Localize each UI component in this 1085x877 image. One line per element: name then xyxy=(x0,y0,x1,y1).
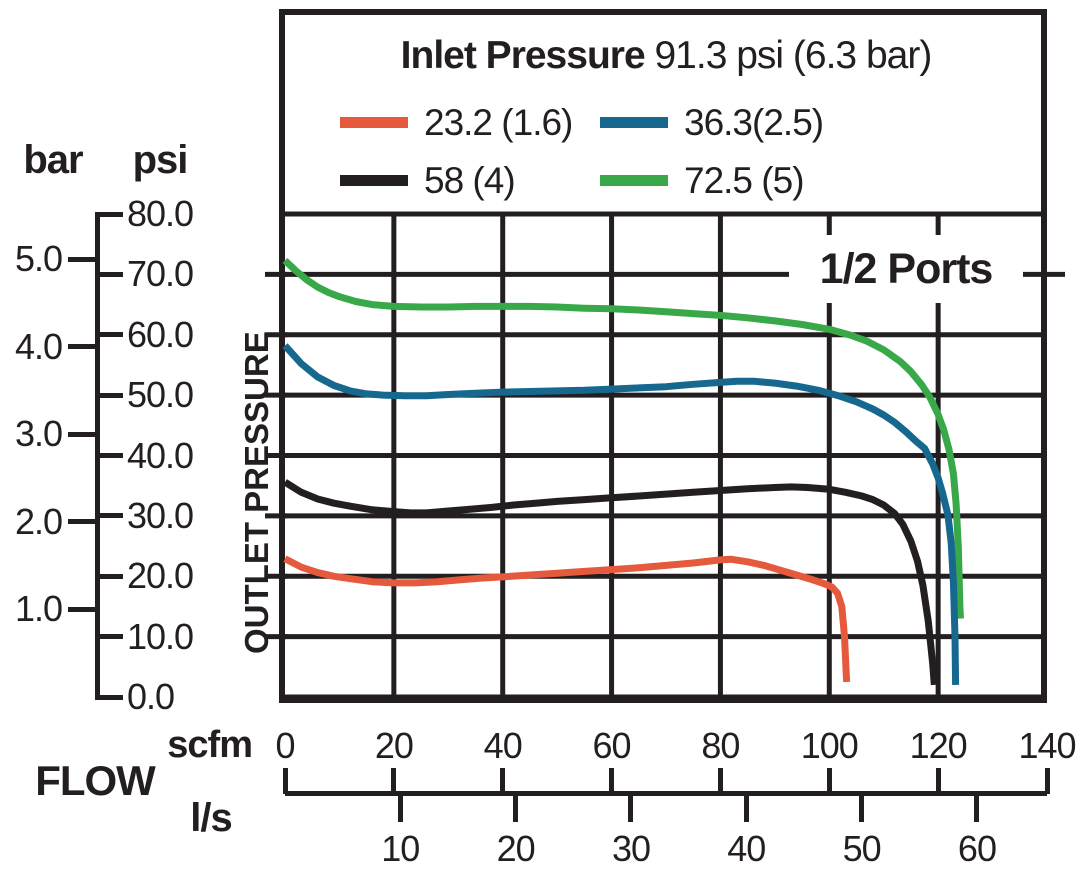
bar-tick xyxy=(68,519,95,525)
scfm-tick xyxy=(282,768,288,794)
bar-tick-label: 1.0 xyxy=(14,588,63,630)
ls-tick-label: 40 xyxy=(727,828,766,869)
curve-36-3-2-5- xyxy=(282,343,960,685)
legend-entry-23-2: 23.2 (1.6) xyxy=(340,101,573,143)
ports-annotation: 1/2 Ports xyxy=(789,235,1023,303)
scfm-tick-label: 40 xyxy=(483,725,523,766)
ls-tick xyxy=(628,793,634,822)
legend-label: 58 (4) xyxy=(424,159,516,201)
ls-tick xyxy=(743,793,749,822)
scfm-unit-label: scfm xyxy=(167,724,253,766)
ls-tick-label: 30 xyxy=(611,828,651,869)
bar-tick xyxy=(68,431,95,437)
ls-tick-label: 60 xyxy=(957,828,997,869)
psi-tick xyxy=(95,453,123,458)
plot-area xyxy=(265,211,1065,700)
ls-tick-label: 20 xyxy=(496,828,536,869)
ls-tick xyxy=(974,793,980,822)
ls-tick xyxy=(513,793,519,822)
outlet-pressure-axis-title: OUTLET PRESSURE xyxy=(238,331,275,654)
scfm-tick-label: 140 xyxy=(1018,725,1076,766)
psi-unit-label: psi xyxy=(132,138,189,182)
bar-tick xyxy=(68,256,95,262)
psi-tick-label: 20.0 xyxy=(127,555,194,597)
legend-swatch-black xyxy=(340,174,408,186)
psi-tick xyxy=(95,694,123,700)
scfm-tick-label: 80 xyxy=(701,725,740,766)
scfm-tick-label: 0 xyxy=(275,725,295,766)
bar-tick-label: 4.0 xyxy=(14,325,63,367)
bar-tick-label: 2.0 xyxy=(14,500,63,542)
bar-tick-label: 3.0 xyxy=(14,413,63,455)
psi-tick xyxy=(95,634,123,640)
ls-tick-label: 10 xyxy=(381,828,420,869)
scfm-tick xyxy=(826,768,832,794)
ls-tick-label: 50 xyxy=(842,828,882,869)
psi-tick xyxy=(95,392,123,398)
legend-label: 23.2 (1.6) xyxy=(424,101,573,143)
curve-58-4- xyxy=(283,479,938,686)
bar-tick xyxy=(68,344,95,350)
psi-tick-label: 10.0 xyxy=(127,615,194,657)
flow-axis-title: FLOW xyxy=(35,757,156,804)
psi-tick-label: 40.0 xyxy=(127,434,194,476)
legend-entry-72-5: 72.5 (5) xyxy=(600,159,805,201)
ls-tick xyxy=(397,793,403,822)
scfm-tick xyxy=(391,768,397,794)
psi-tick xyxy=(95,211,123,217)
legend-title-bold: Inlet Pressure xyxy=(400,34,646,77)
psi-tick-label: 70.0 xyxy=(127,253,194,295)
psi-tick-label: 0.0 xyxy=(127,676,175,717)
legend-swatch-blue xyxy=(600,116,668,128)
legend-title: Inlet Pressure 91.3 psi (6.3 bar) xyxy=(285,34,1047,78)
bar-tick xyxy=(68,606,95,612)
legend-swatch-green xyxy=(600,174,668,186)
scfm-tick xyxy=(500,768,506,794)
psi-tick-label: 60.0 xyxy=(127,313,194,355)
legend-entry-58: 58 (4) xyxy=(340,159,516,201)
scfm-tick-label: 100 xyxy=(800,725,859,766)
scfm-tick xyxy=(609,768,615,794)
legend-label: 36.3(2.5) xyxy=(684,101,824,143)
curve-72-5-5- xyxy=(282,257,964,619)
psi-tick xyxy=(95,332,123,338)
legend-swatch-orange xyxy=(340,116,408,128)
flow-scale-ruler xyxy=(285,791,1047,796)
psi-tick-label: 50.0 xyxy=(127,374,194,416)
psi-tick xyxy=(95,271,123,277)
psi-tick-label: 30.0 xyxy=(127,494,194,536)
ls-tick xyxy=(859,793,865,822)
scfm-tick xyxy=(717,768,723,794)
scfm-tick-label: 20 xyxy=(374,725,414,766)
scfm-tick xyxy=(1044,768,1050,794)
scfm-tick xyxy=(935,768,941,794)
psi-tick-label: 80.0 xyxy=(127,193,194,234)
psi-tick xyxy=(95,513,123,519)
legend-title-value: 91.3 psi (6.3 bar) xyxy=(654,34,932,77)
bar-tick-label: 5.0 xyxy=(14,238,63,280)
psi-tick xyxy=(95,573,123,579)
legend-entry-36-3: 36.3(2.5) xyxy=(600,101,824,143)
bar-unit-label: bar xyxy=(23,138,83,182)
legend-label: 72.5 (5) xyxy=(684,159,805,201)
scfm-tick-label: 120 xyxy=(909,725,968,766)
ls-unit-label: l/s xyxy=(190,796,232,840)
scfm-tick-label: 60 xyxy=(592,725,632,766)
curve-23-2-1-6- xyxy=(283,555,851,683)
